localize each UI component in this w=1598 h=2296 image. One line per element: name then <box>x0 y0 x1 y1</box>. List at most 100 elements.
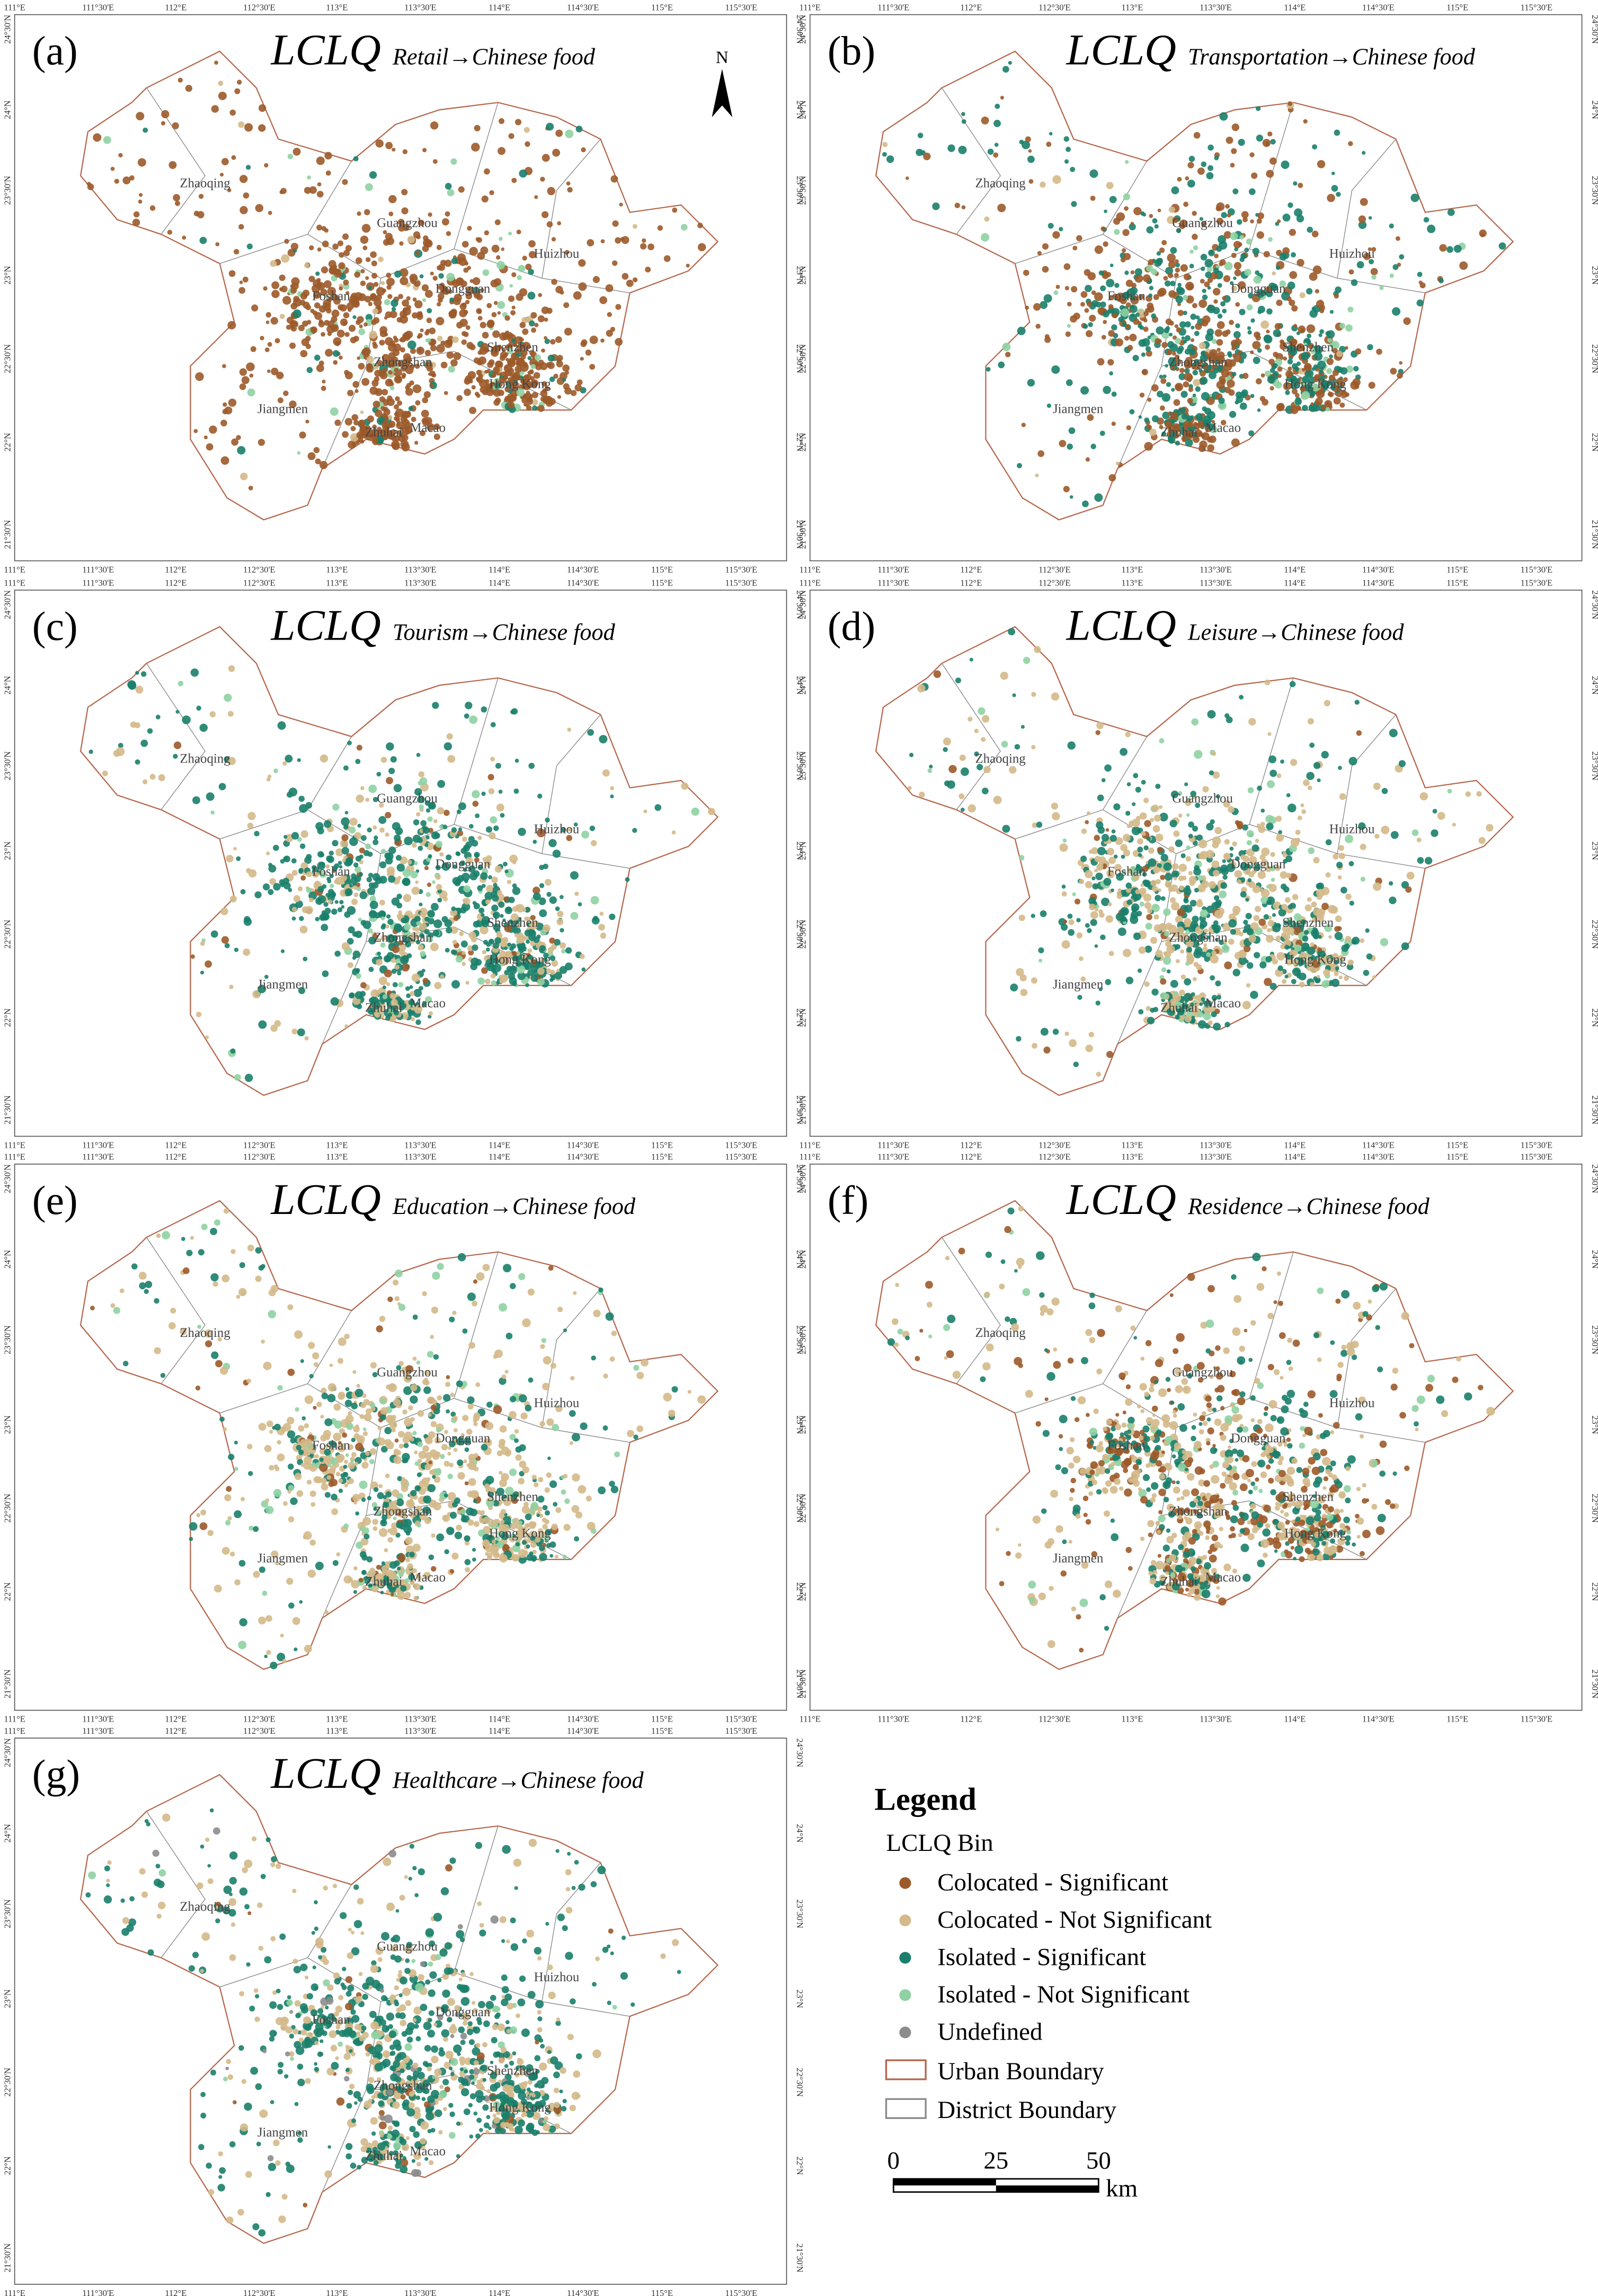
poi-dot <box>501 247 505 251</box>
poi-dot <box>1193 131 1201 139</box>
poi-dot <box>549 937 555 944</box>
lon-tick-label: 115°30'E <box>1521 578 1553 588</box>
poi-dot <box>449 1316 455 1323</box>
poi-dot <box>598 924 605 931</box>
poi-dot <box>173 194 181 201</box>
poi-dot <box>1190 313 1196 320</box>
poi-dot <box>1348 269 1354 275</box>
poi-dot <box>1097 863 1104 869</box>
poi-dot <box>1345 936 1352 942</box>
poi-dot <box>592 276 600 283</box>
poi-dot <box>427 882 432 887</box>
poi-dot <box>382 994 388 999</box>
poi-dot <box>270 1024 278 1032</box>
poi-dot <box>1312 933 1319 939</box>
poi-dot <box>1232 969 1240 977</box>
poi-dot <box>268 889 274 895</box>
poi-dot <box>1312 404 1320 412</box>
poi-dot <box>1176 286 1184 294</box>
poi-dot <box>431 902 439 911</box>
poi-dot <box>1165 318 1172 325</box>
poi-dot <box>541 154 550 162</box>
poi-dot <box>1037 251 1042 255</box>
poi-dot <box>1160 854 1168 862</box>
poi-dot <box>1173 830 1180 837</box>
poi-dot <box>1108 304 1114 309</box>
poi-dot <box>1245 912 1252 919</box>
poi-dot <box>258 439 265 446</box>
poi-dot <box>1170 247 1177 254</box>
poi-dot <box>1125 279 1133 287</box>
poi-dot <box>1376 348 1382 355</box>
poi-dot <box>1123 253 1131 261</box>
poi-dot <box>511 305 516 309</box>
poi-dot <box>1298 325 1306 334</box>
poi-dot <box>327 298 332 303</box>
poi-dot <box>1233 276 1237 280</box>
poi-dot <box>958 145 967 154</box>
poi-dot <box>1309 405 1313 410</box>
poi-dot <box>1192 210 1197 216</box>
poi-dot <box>424 865 429 871</box>
poi-dot <box>351 414 359 421</box>
poi-dot <box>405 986 410 991</box>
poi-dot <box>341 834 349 841</box>
poi-dot <box>251 304 259 312</box>
poi-dot <box>201 1224 208 1230</box>
poi-dot <box>297 1028 305 1036</box>
poi-dot <box>388 211 394 217</box>
poi-dot <box>1277 965 1283 971</box>
poi-dot <box>1241 211 1249 219</box>
poi-dot <box>400 955 409 964</box>
poi-dot <box>458 802 466 810</box>
poi-dot <box>1283 886 1290 893</box>
poi-dot <box>1389 729 1398 738</box>
poi-dot <box>327 855 334 863</box>
poi-dot <box>1180 949 1185 954</box>
city-label: Jiangmen <box>1053 977 1104 991</box>
poi-dot <box>360 235 369 244</box>
poi-dot <box>528 763 535 769</box>
lon-tick-label: 115°E <box>1446 564 1468 574</box>
poi-dot <box>339 900 344 905</box>
poi-dot <box>1431 829 1439 837</box>
poi-dot <box>192 796 200 804</box>
poi-dot <box>1227 379 1235 388</box>
poi-dot <box>960 808 965 812</box>
poi-dot <box>1465 791 1471 797</box>
poi-dot <box>438 285 442 290</box>
poi-dot <box>1217 313 1223 319</box>
map-panel: 111°E111°E111°30'E111°30'E112°E112°E112°… <box>2 2 805 574</box>
poi-dot <box>1201 267 1205 271</box>
poi-dot <box>1173 399 1180 406</box>
poi-dot <box>1210 975 1215 981</box>
poi-dot <box>1088 322 1093 327</box>
poi-dot <box>312 311 318 316</box>
poi-dot <box>1103 320 1107 324</box>
poi-dot <box>356 973 361 979</box>
poi-dot <box>1246 304 1253 311</box>
poi-dot <box>982 787 989 795</box>
poi-dot <box>396 317 403 323</box>
poi-dot <box>1125 302 1131 308</box>
poi-dot <box>1303 930 1309 935</box>
poi-dot <box>969 658 973 662</box>
poi-dot <box>1336 192 1341 197</box>
poi-dot <box>1365 928 1370 933</box>
poi-dot <box>882 152 887 157</box>
poi-dot <box>362 1431 368 1437</box>
city-label: Zhongshan <box>1169 355 1228 369</box>
poi-dot <box>1155 894 1161 901</box>
poi-dot <box>1288 101 1293 107</box>
poi-dot <box>1149 286 1153 290</box>
poi-dot <box>394 964 400 970</box>
poi-dot <box>203 435 208 440</box>
poi-dot <box>358 419 366 428</box>
poi-dot <box>1038 959 1043 963</box>
poi-dot <box>525 393 533 401</box>
poi-dot <box>544 1487 551 1493</box>
poi-dot <box>1316 889 1325 898</box>
poi-dot <box>1100 285 1106 291</box>
poi-dot <box>336 881 341 885</box>
lat-tick-label: 22°N <box>2 1008 12 1027</box>
